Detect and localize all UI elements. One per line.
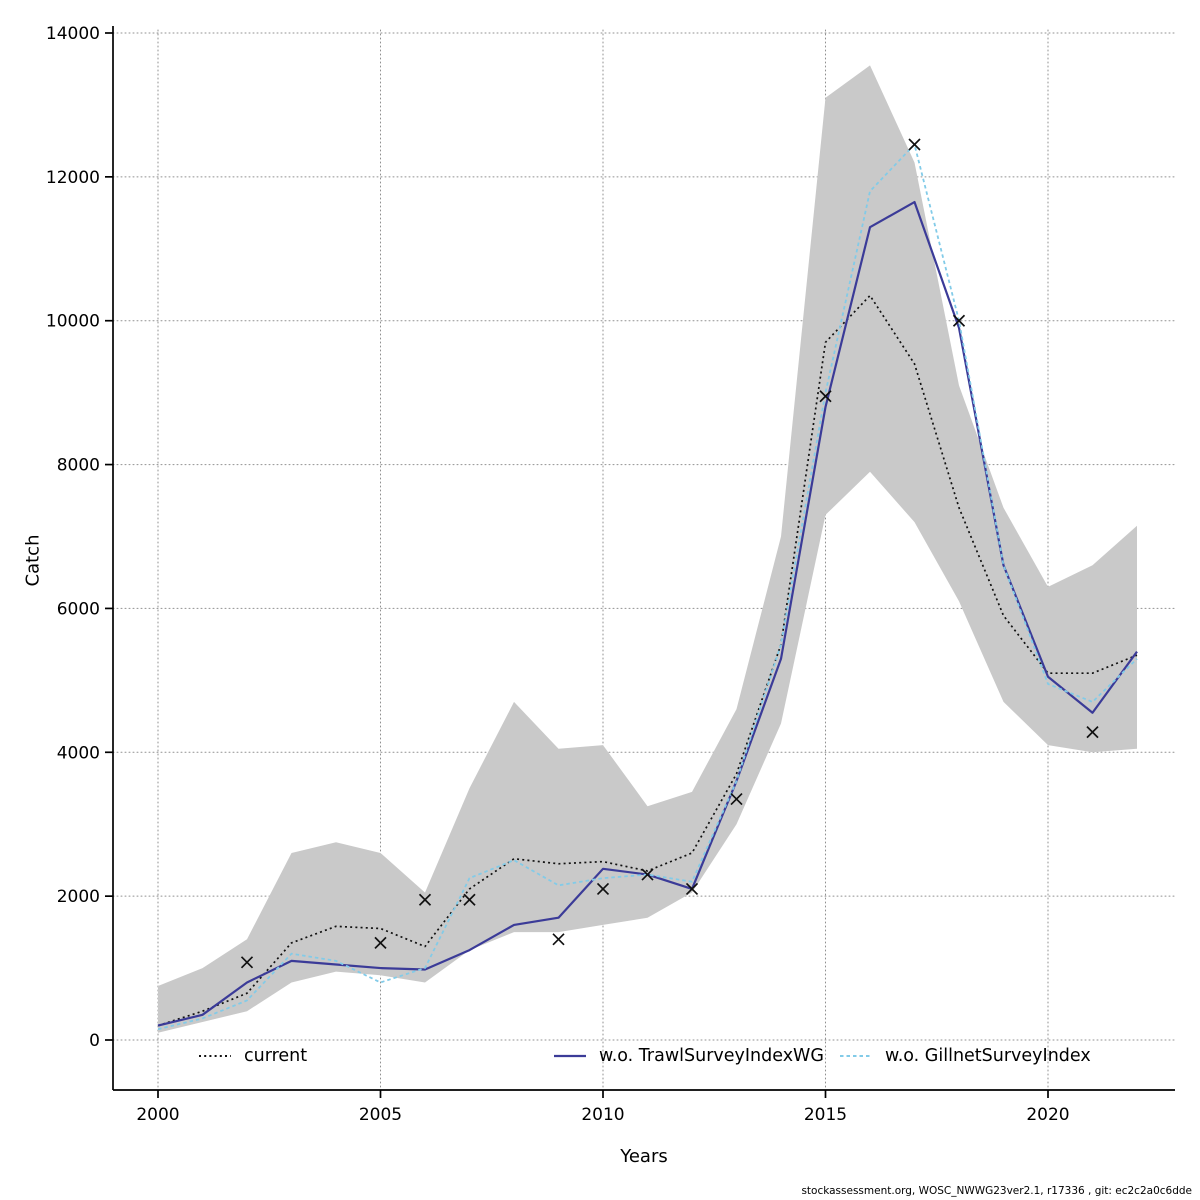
observation-marker: [908, 138, 921, 151]
y-tick-label: 8000: [57, 456, 100, 476]
observation-marker: [952, 314, 966, 327]
y-axis-title-text: Catch: [22, 534, 44, 586]
chart-legend: current w.o. TrawlSurveyIndexWG w.o. Gil…: [0, 1043, 1200, 1069]
observation-marker: [730, 792, 743, 806]
x-tick-label: 2020: [1026, 1105, 1069, 1125]
y-tick-label: 4000: [57, 743, 100, 763]
y-axis-title: Catch: [16, 30, 50, 1090]
y-tick-label: 10000: [46, 312, 100, 332]
x-tick-label: 2000: [136, 1105, 179, 1125]
x-tick-label: 2010: [581, 1105, 624, 1125]
legend-line-trawl-icon: [554, 1054, 586, 1058]
legend-item-current: current: [197, 1043, 307, 1069]
legend-line-gillnet-icon: [840, 1055, 872, 1057]
observation-marker: [374, 936, 387, 949]
y-tick-label: 14000: [46, 24, 100, 44]
x-axis-title: Years: [620, 1146, 668, 1167]
y-tick-label: 6000: [57, 599, 100, 619]
legend-line-current-icon: [199, 1055, 231, 1057]
legend-item-wo-gillnetsurveyindex: w.o. GillnetSurveyIndex: [838, 1043, 1091, 1069]
legend-label-wo-gillnetsurveyindex: w.o. GillnetSurveyIndex: [885, 1046, 1091, 1066]
observation-marker: [552, 933, 565, 946]
observation-marker: [418, 893, 432, 906]
series-line-0: [157, 294, 1138, 1027]
observation-marker: [641, 868, 654, 881]
confidence-band: [158, 65, 1137, 1033]
y-tick-label: 2000: [57, 887, 100, 907]
observation-marker: [819, 390, 832, 403]
x-tick-label: 2005: [359, 1105, 402, 1125]
x-tick-label: 2015: [804, 1105, 847, 1125]
observation-marker: [463, 893, 476, 906]
observation-marker: [240, 956, 254, 969]
observation-marker: [1086, 726, 1099, 739]
legend-item-wo-trawlsurveyindexwg: w.o. TrawlSurveyIndexWG: [552, 1043, 824, 1069]
footer-attribution: stockassessment.org, WOSC_NWWG23ver2.1, …: [801, 1185, 1192, 1197]
legend-label-wo-trawlsurveyindexwg: w.o. TrawlSurveyIndexWG: [599, 1046, 824, 1066]
y-tick-label: 12000: [46, 168, 100, 188]
y-tick-label: 0: [89, 1031, 100, 1051]
series-line-2: [157, 143, 1138, 1031]
legend-label-current: current: [244, 1046, 308, 1066]
observation-marker: [685, 882, 699, 896]
observation-marker: [596, 882, 610, 896]
